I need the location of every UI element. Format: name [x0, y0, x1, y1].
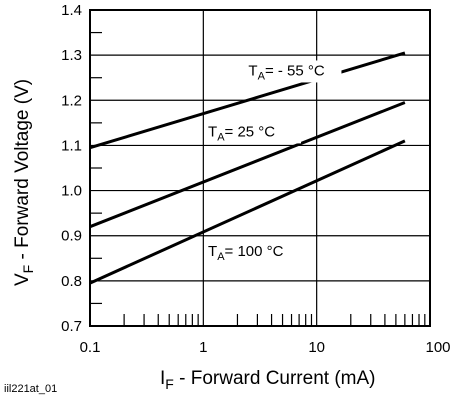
x-tick-label: 1	[199, 339, 207, 356]
series-labels: TA= - 55 °C TA= 25 °C TA= 100 °C	[205, 60, 342, 264]
plot-frame	[89, 9, 431, 327]
x-tick-label: 10	[308, 339, 325, 356]
series-label-minus-55c-bg	[245, 60, 342, 83]
y-tick-label: 0.7	[61, 318, 82, 335]
series-line-0	[89, 51, 406, 150]
y-tick-label: 1.0	[61, 183, 82, 200]
y-axis-label: VF - Forward Voltage (V)	[12, 79, 36, 286]
series-label-25c-bg	[205, 121, 302, 144]
series-label-100c-bg	[205, 241, 302, 264]
series-line-1	[89, 101, 406, 229]
x-tick-label: 0.1	[80, 339, 101, 356]
y-tick-label: 0.8	[61, 273, 82, 290]
y-tick-label: 1.1	[61, 137, 82, 154]
series-lines	[89, 51, 406, 285]
y-tick-label: 0.9	[61, 228, 82, 245]
x-tick-label: 100	[425, 339, 450, 356]
y-tick-label: 1.2	[61, 92, 82, 109]
figure-id: iil221at_01	[4, 383, 57, 395]
series-line-2	[89, 139, 406, 285]
x-tick-labels: 0.1 1 10 100	[80, 339, 451, 356]
minor-ticks	[90, 31, 426, 326]
series-label-minus-55c: TA= - 55 °C	[248, 62, 324, 82]
series-label-25c: TA= 25 °C	[208, 123, 275, 143]
series-label-100c: TA= 100 °C	[208, 243, 284, 263]
y-tick-labels: 0.7 0.8 0.9 1.0 1.1 1.2 1.3 1.4	[61, 2, 82, 335]
y-tick-label: 1.4	[61, 2, 82, 19]
x-axis-label: IF - Forward Current (mA)	[160, 368, 375, 392]
y-tick-label: 1.3	[61, 47, 82, 64]
